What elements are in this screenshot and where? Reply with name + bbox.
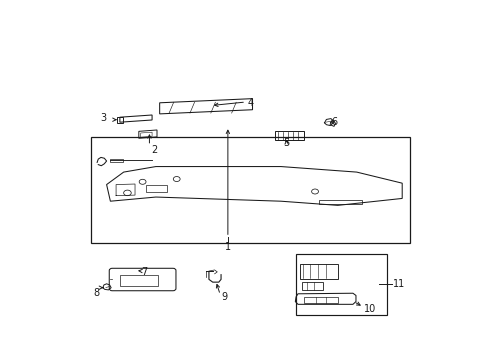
FancyBboxPatch shape — [109, 268, 176, 291]
Polygon shape — [106, 167, 401, 205]
Bar — [117, 117, 122, 123]
Text: 6: 6 — [330, 117, 336, 127]
Polygon shape — [295, 293, 355, 304]
Text: 5: 5 — [283, 138, 289, 148]
Text: 2: 2 — [150, 145, 157, 155]
Text: 4: 4 — [247, 98, 253, 108]
Bar — [301, 282, 322, 290]
Bar — [275, 131, 303, 140]
Text: 7: 7 — [141, 267, 147, 277]
Bar — [109, 159, 122, 162]
Bar — [91, 138, 409, 243]
Text: 9: 9 — [221, 292, 227, 302]
Text: 3: 3 — [100, 113, 106, 123]
Bar — [318, 200, 362, 204]
Text: 8: 8 — [93, 288, 99, 298]
Text: 10: 10 — [364, 304, 376, 314]
Text: 1: 1 — [224, 242, 230, 252]
Bar — [303, 297, 337, 303]
Bar — [299, 264, 337, 279]
Bar — [146, 185, 167, 192]
Bar — [296, 254, 386, 315]
Text: 11: 11 — [392, 279, 404, 289]
Bar — [120, 275, 158, 286]
